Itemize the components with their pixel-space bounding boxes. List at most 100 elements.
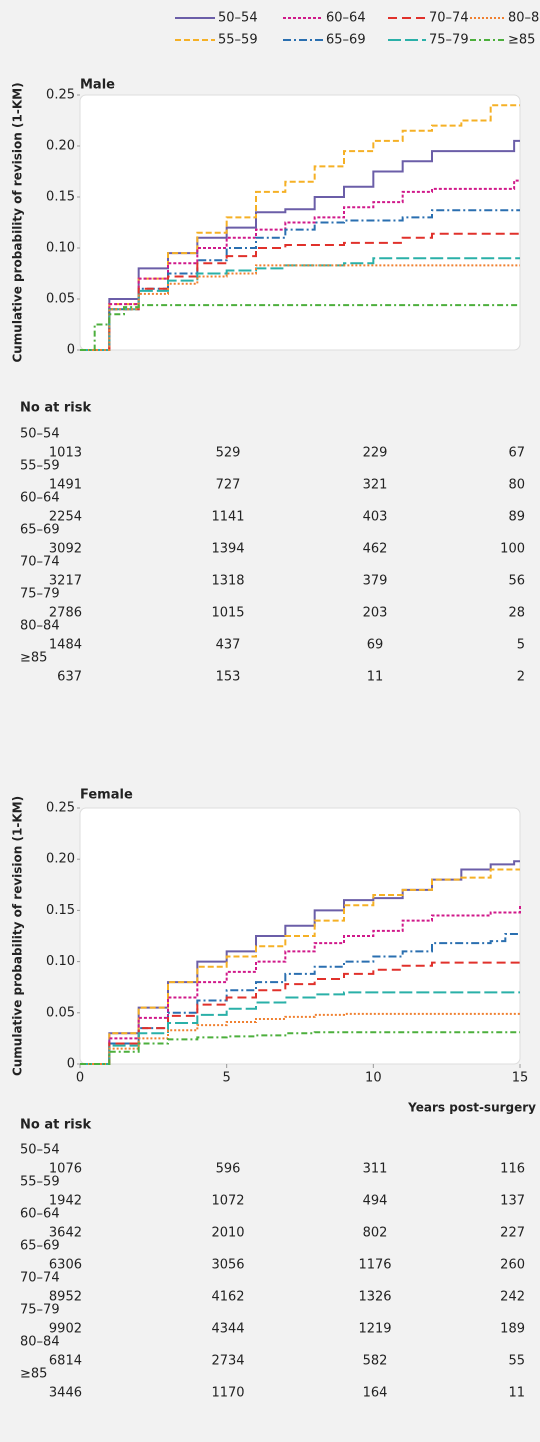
- y-tick-label: 0.05: [46, 292, 75, 307]
- at-risk-count: 116: [500, 1162, 525, 1177]
- at-risk-count: 164: [363, 1386, 388, 1401]
- x-tick-label: 15: [512, 1071, 529, 1086]
- at-risk-count: 494: [363, 1194, 388, 1209]
- at-risk-count: 1170: [211, 1386, 244, 1401]
- at-risk-count: 637: [57, 670, 82, 685]
- at-risk-count: 3446: [49, 1386, 82, 1401]
- at-risk-count: 260: [500, 1258, 525, 1273]
- y-tick-label: 0.20: [46, 852, 75, 867]
- km-curve: [80, 868, 520, 1065]
- row-label: 60–64: [20, 1207, 60, 1222]
- legend-label: ≥85: [508, 33, 535, 48]
- at-risk-count: 100: [500, 542, 525, 557]
- legend-label: 50–54: [218, 11, 258, 26]
- at-risk-count: 1076: [49, 1162, 82, 1177]
- at-risk-count: 8952: [49, 1290, 82, 1305]
- at-risk-count: 1394: [211, 542, 244, 557]
- table-title: No at risk: [20, 1118, 91, 1133]
- km-curve: [80, 264, 520, 351]
- km-curve: [80, 961, 521, 1065]
- legend-label: 60–64: [326, 11, 366, 26]
- chart-title: Female: [80, 788, 133, 803]
- row-label: 80–84: [20, 1335, 60, 1350]
- y-tick-label: 0.10: [46, 954, 75, 969]
- row-label: 70–74: [20, 555, 60, 570]
- row-label: 50–54: [20, 1143, 60, 1158]
- y-tick-label: 0.05: [46, 1005, 75, 1020]
- at-risk-count: 55: [508, 1354, 525, 1369]
- at-risk-count: 1072: [211, 1194, 244, 1209]
- chart-title: Male: [80, 78, 115, 93]
- y-tick-label: 0.10: [46, 241, 75, 256]
- at-risk-count: 2: [517, 670, 525, 685]
- at-risk-count: 67: [508, 446, 525, 461]
- row-label: 65–69: [20, 523, 60, 538]
- at-risk-count: 3642: [49, 1226, 82, 1241]
- at-risk-count: 153: [216, 670, 241, 685]
- at-risk-count: 1942: [49, 1194, 82, 1209]
- at-risk-count: 3217: [49, 574, 82, 589]
- y-axis-label: Cumulative probability of revision (1-KM…: [11, 82, 25, 362]
- at-risk-count: 403: [363, 510, 388, 525]
- km-curve: [80, 104, 520, 351]
- at-risk-count: 69: [367, 638, 384, 653]
- at-risk-count: 6306: [49, 1258, 82, 1273]
- row-label: 80–84: [20, 619, 60, 634]
- at-risk-count: 1219: [358, 1322, 391, 1337]
- x-tick-label: 5: [223, 1071, 231, 1086]
- at-risk-count: 1176: [358, 1258, 391, 1273]
- row-label: ≥85: [20, 1367, 47, 1382]
- at-risk-count: 1491: [49, 478, 82, 493]
- row-label: 55–59: [20, 1175, 60, 1190]
- y-tick-label: 0.20: [46, 139, 75, 154]
- at-risk-count: 3092: [49, 542, 82, 557]
- table-title: No at risk: [20, 401, 91, 416]
- at-risk-count: 462: [363, 542, 388, 557]
- at-risk-count: 2734: [211, 1354, 244, 1369]
- legend-label: 55–59: [218, 33, 258, 48]
- at-risk-count: 596: [216, 1162, 241, 1177]
- km-curve: [80, 1031, 520, 1065]
- at-risk-count: 311: [363, 1162, 388, 1177]
- at-risk-count: 4344: [211, 1322, 244, 1337]
- at-risk-count: 4162: [211, 1290, 244, 1305]
- row-label: 75–79: [20, 1303, 60, 1318]
- legend-label: 80–84: [508, 11, 540, 26]
- at-risk-count: 582: [363, 1354, 388, 1369]
- row-label: 65–69: [20, 1239, 60, 1254]
- km-curve: [80, 304, 520, 351]
- at-risk-count: 203: [363, 606, 388, 621]
- at-risk-count: 9902: [49, 1322, 82, 1337]
- at-risk-count: 56: [508, 574, 525, 589]
- at-risk-count: 1484: [49, 638, 82, 653]
- at-risk-count: 11: [508, 1386, 525, 1401]
- at-risk-count: 2010: [211, 1226, 244, 1241]
- legend-label: 75–79: [429, 33, 469, 48]
- at-risk-count: 2786: [49, 606, 82, 621]
- km-curve: [80, 232, 520, 351]
- row-label: 60–64: [20, 491, 60, 506]
- y-tick-label: 0.25: [46, 801, 75, 816]
- y-tick-label: 0.15: [46, 190, 75, 205]
- km-curve: [80, 904, 521, 1065]
- at-risk-count: 229: [363, 446, 388, 461]
- at-risk-count: 727: [216, 478, 241, 493]
- at-risk-count: 1015: [211, 606, 244, 621]
- at-risk-count: 80: [508, 478, 525, 493]
- at-risk-count: 802: [363, 1226, 388, 1241]
- at-risk-count: 437: [216, 638, 241, 653]
- y-tick-label: 0.25: [46, 88, 75, 103]
- at-risk-count: 529: [216, 446, 241, 461]
- row-label: 70–74: [20, 1271, 60, 1286]
- at-risk-count: 137: [500, 1194, 525, 1209]
- y-tick-label: 0.15: [46, 903, 75, 918]
- at-risk-count: 227: [500, 1226, 525, 1241]
- at-risk-count: 28: [508, 606, 525, 621]
- legend-label: 70–74: [429, 11, 469, 26]
- row-label: 55–59: [20, 459, 60, 474]
- at-risk-count: 6814: [49, 1354, 82, 1369]
- at-risk-count: 11: [367, 670, 384, 685]
- at-risk-count: 1013: [49, 446, 82, 461]
- at-risk-count: 1318: [211, 574, 244, 589]
